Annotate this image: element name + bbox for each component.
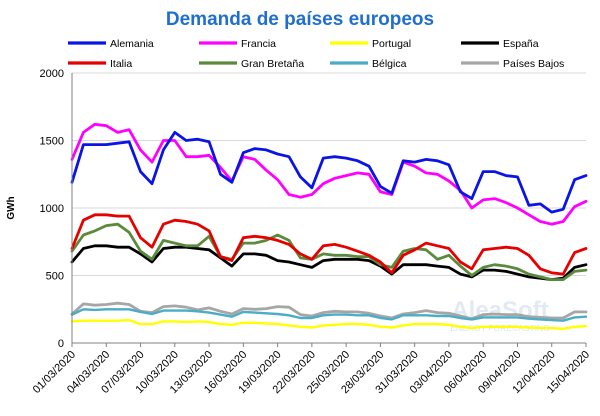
series-line-portugal bbox=[70, 318, 588, 330]
series-line-gran-bretana bbox=[70, 222, 588, 282]
series-line-paises-bajos bbox=[70, 301, 588, 321]
y-tick-label: 1000 bbox=[40, 203, 64, 215]
series-line-espana bbox=[70, 244, 588, 282]
series-line-alemania bbox=[70, 130, 588, 214]
series-line-belgica bbox=[70, 308, 588, 322]
legend-item-paises-bajos: Países Bajos bbox=[461, 58, 564, 70]
legend-label: España bbox=[503, 38, 539, 50]
chart-title: Demanda de países europeos bbox=[166, 9, 434, 30]
series-lines bbox=[70, 122, 588, 330]
legend-label: Alemania bbox=[110, 38, 154, 50]
axes: 050010001500200001/03/202004/03/202007/0… bbox=[31, 68, 592, 396]
series-line-francia bbox=[70, 122, 588, 226]
legend-label: Portugal bbox=[372, 38, 411, 50]
legend-item-francia: Francia bbox=[199, 38, 276, 50]
y-tick-label: 0 bbox=[58, 338, 64, 350]
legend-label: Italia bbox=[110, 58, 132, 70]
y-axis-label: GWh bbox=[6, 196, 17, 219]
legend-label: Países Bajos bbox=[503, 58, 564, 70]
y-tick-label: 500 bbox=[46, 271, 64, 283]
legend-item-alemania: Alemania bbox=[68, 38, 154, 50]
y-tick-label: 1500 bbox=[40, 136, 64, 148]
legend-item-portugal: Portugal bbox=[330, 38, 411, 50]
series-line-italia bbox=[70, 213, 588, 276]
legend-item-espana: España bbox=[461, 38, 539, 50]
legend-item-belgica: Bélgica bbox=[330, 58, 407, 70]
legend-item-gran-bretana: Gran Bretaña bbox=[199, 58, 304, 70]
legend-item-italia: Italia bbox=[68, 58, 132, 70]
legend-label: Francia bbox=[241, 38, 276, 50]
y-tick-label: 2000 bbox=[40, 68, 64, 80]
legend-label: Bélgica bbox=[372, 58, 407, 70]
legend-label: Gran Bretaña bbox=[241, 58, 304, 70]
legend: Alemania Francia Portugal España Italia Gran … bbox=[68, 38, 564, 70]
